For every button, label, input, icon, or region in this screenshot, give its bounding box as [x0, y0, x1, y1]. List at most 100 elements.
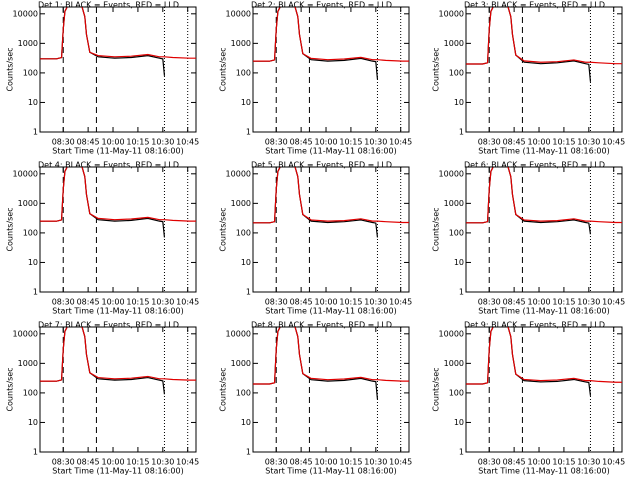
series-line — [466, 167, 592, 235]
x-axis-label: Start Time (11-May-11 08:16:00) — [265, 307, 396, 316]
x-axis-label: Start Time (11-May-11 08:16:00) — [52, 147, 183, 156]
plot-frame — [465, 326, 623, 453]
series-line — [40, 327, 196, 382]
x-tick-label: 10:15 — [339, 138, 362, 147]
x-tick-label: 08:30 — [52, 298, 75, 307]
plot-frame — [465, 166, 623, 293]
x-tick-label: 10:15 — [126, 298, 149, 307]
panel: 1 10 100 1000 10000 08:30 08:45 10:00 10:15 10:30… — [6, 321, 200, 476]
x-tick-label: 10:45 — [602, 138, 625, 147]
y-tick-label: 10 — [241, 258, 251, 267]
series-line — [40, 167, 196, 222]
y-axis-label: Counts/sec — [6, 207, 15, 251]
x-tick-label: 10:15 — [339, 458, 362, 467]
series-line — [40, 167, 166, 238]
y-tick-label: 100 — [236, 228, 251, 237]
x-tick-label: 08:45 — [503, 458, 526, 467]
y-tick-label: 1000 — [231, 39, 251, 48]
y-tick-label: 10 — [241, 98, 251, 107]
y-tick-label: 100 — [236, 388, 251, 397]
y-tick-label: 10 — [28, 258, 38, 267]
x-tick-label: 10:30 — [364, 458, 387, 467]
series-line — [253, 167, 379, 238]
series-line — [40, 7, 166, 76]
y-tick-label: 1 — [459, 288, 464, 297]
x-tick-label: 10:45 — [602, 458, 625, 467]
x-tick-label: 10:00 — [527, 458, 550, 467]
panel: 1 10 100 1000 10000 08:30 08:45 10:00 10:15 10:30… — [6, 161, 200, 316]
series-line — [40, 7, 196, 60]
series-line — [40, 327, 166, 395]
x-tick-label: 08:45 — [503, 298, 526, 307]
plot-frame — [39, 6, 197, 133]
y-tick-label: 1000 — [444, 39, 464, 48]
plot-frame — [39, 166, 197, 293]
y-tick-label: 10 — [28, 98, 38, 107]
x-tick-label: 10:30 — [364, 298, 387, 307]
y-tick-label: 10 — [241, 418, 251, 427]
x-axis-label: Start Time (11-May-11 08:16:00) — [478, 307, 609, 316]
plot-frame — [252, 6, 410, 133]
chart-title: Det 1: BLACK = Events, RED = LLD — [38, 1, 179, 10]
panel: 1 10 100 1000 10000 08:30 08:45 10:00 10:15 10:30… — [219, 321, 413, 476]
x-tick-label: 10:30 — [577, 298, 600, 307]
y-tick-label: 10 — [28, 418, 38, 427]
series-line — [253, 7, 409, 62]
y-tick-label: 10 — [454, 418, 464, 427]
x-tick-label: 10:45 — [176, 298, 199, 307]
x-tick-label: 08:45 — [77, 458, 100, 467]
x-tick-label: 10:15 — [552, 458, 575, 467]
y-tick-label: 10 — [454, 98, 464, 107]
panel: 1 10 100 1000 10000 08:30 08:45 10:00 10:15 10:30… — [432, 321, 626, 476]
y-tick-label: 1000 — [18, 359, 38, 368]
y-tick-label: 1000 — [18, 199, 38, 208]
chart-title: Det 6: BLACK = Events, RED = LLD — [464, 161, 605, 170]
panel: 1 10 100 1000 10000 08:30 08:45 10:00 10:15 10:30… — [432, 1, 626, 156]
x-tick-label: 10:30 — [151, 458, 174, 467]
plot-frame — [39, 326, 197, 453]
series-line — [253, 327, 379, 400]
y-tick-label: 1000 — [231, 359, 251, 368]
x-axis-label: Start Time (11-May-11 08:16:00) — [265, 467, 396, 476]
y-axis-label: Counts/sec — [219, 207, 228, 251]
x-tick-label: 08:30 — [478, 138, 501, 147]
y-tick-label: 1 — [459, 448, 464, 457]
chart-title: Det 4: BLACK = Events, RED = LLD — [38, 161, 179, 170]
x-tick-label: 10:30 — [577, 138, 600, 147]
x-tick-label: 08:30 — [478, 458, 501, 467]
x-tick-label: 10:15 — [126, 458, 149, 467]
y-tick-label: 100 — [449, 228, 464, 237]
series-line — [466, 327, 622, 385]
y-tick-label: 1 — [33, 128, 38, 137]
y-tick-label: 10000 — [439, 169, 464, 178]
series-line — [466, 7, 622, 65]
y-tick-label: 10000 — [226, 9, 251, 18]
chart-title: Det 3: BLACK = Events, RED = LLD — [464, 1, 605, 10]
x-tick-label: 08:30 — [265, 138, 288, 147]
x-tick-label: 10:00 — [101, 138, 124, 147]
x-tick-label: 10:15 — [552, 298, 575, 307]
chart-title: Det 8: BLACK = Events, RED = LLD — [251, 321, 392, 330]
x-tick-label: 10:30 — [151, 298, 174, 307]
x-axis-label: Start Time (11-May-11 08:16:00) — [52, 467, 183, 476]
x-tick-label: 10:00 — [101, 458, 124, 467]
x-tick-label: 10:30 — [364, 138, 387, 147]
plot-frame — [252, 166, 410, 293]
x-tick-label: 08:30 — [265, 458, 288, 467]
series-line — [466, 167, 622, 224]
plot-frame — [252, 326, 410, 453]
x-tick-label: 08:30 — [265, 298, 288, 307]
panel: 1 10 100 1000 10000 08:30 08:45 10:00 10:15 10:30… — [432, 161, 626, 316]
x-tick-label: 10:00 — [314, 458, 337, 467]
x-axis-label: Start Time (11-May-11 08:16:00) — [478, 147, 609, 156]
y-tick-label: 10000 — [13, 329, 38, 338]
y-tick-label: 100 — [23, 228, 38, 237]
y-tick-label: 100 — [449, 388, 464, 397]
x-tick-label: 08:45 — [77, 138, 100, 147]
y-tick-label: 10000 — [226, 169, 251, 178]
y-tick-label: 10000 — [13, 9, 38, 18]
chart-title: Det 5: BLACK = Events, RED = LLD — [251, 161, 392, 170]
x-tick-label: 10:45 — [176, 458, 199, 467]
y-tick-label: 1 — [459, 128, 464, 137]
chart-title: Det 2: BLACK = Events, RED = LLD — [251, 1, 392, 10]
